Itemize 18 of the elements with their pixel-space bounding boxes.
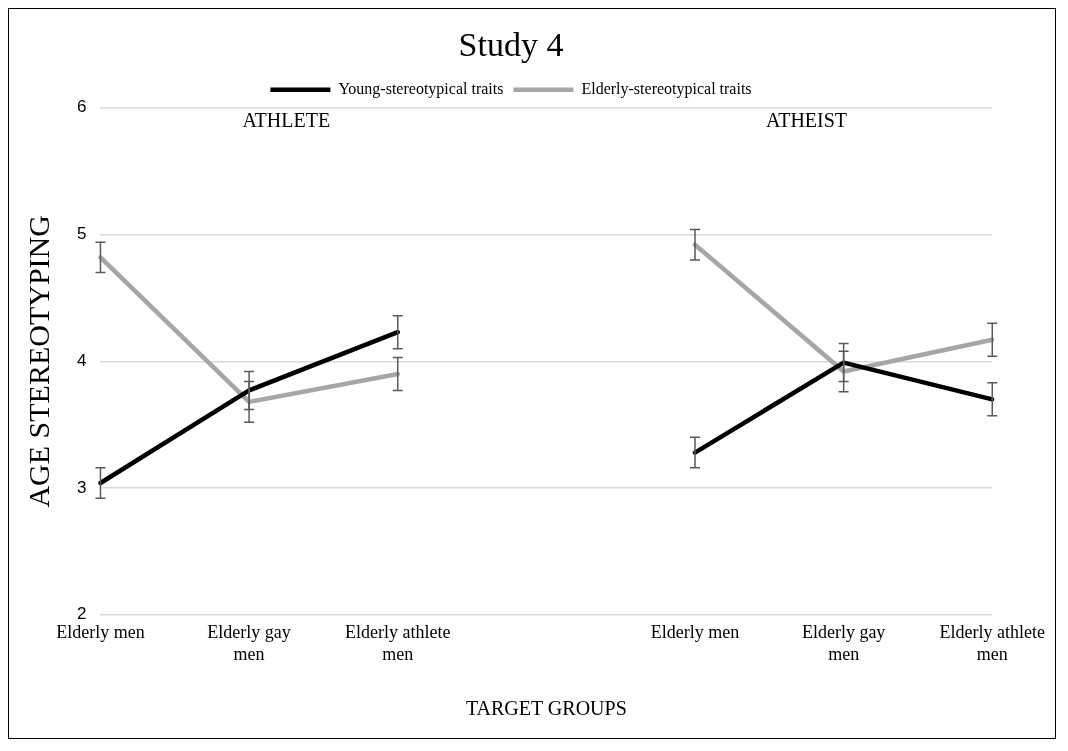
x-tick-label: Elderly gay men bbox=[801, 622, 886, 664]
x-tick-label: Elderly men bbox=[56, 622, 145, 643]
x-tick-label: Elderly gay men bbox=[207, 622, 291, 664]
x-tick-label: Elderly athlete men bbox=[345, 622, 451, 664]
annotation: ATHLETE bbox=[242, 109, 331, 132]
legend-label: Young-stereotypical traits bbox=[338, 80, 504, 98]
annotation: ATHEIST bbox=[765, 109, 848, 132]
y-tick-label: 6 bbox=[76, 97, 87, 117]
x-tick-label: Elderly athlete men bbox=[939, 622, 1046, 664]
legend-label: Elderly-stereotypical traits bbox=[581, 80, 752, 98]
y-tick-label: 3 bbox=[76, 477, 87, 497]
y-axis-title: AGE STEREOTYPING bbox=[21, 215, 55, 508]
y-tick-label: 4 bbox=[76, 350, 87, 370]
y-tick-label: 5 bbox=[76, 224, 87, 244]
x-axis-title: TARGET GROUPS bbox=[465, 697, 627, 720]
x-tick-label: Elderly men bbox=[650, 622, 740, 643]
y-tick-label: 2 bbox=[76, 604, 87, 624]
chart-title: Study 4 bbox=[458, 26, 564, 64]
